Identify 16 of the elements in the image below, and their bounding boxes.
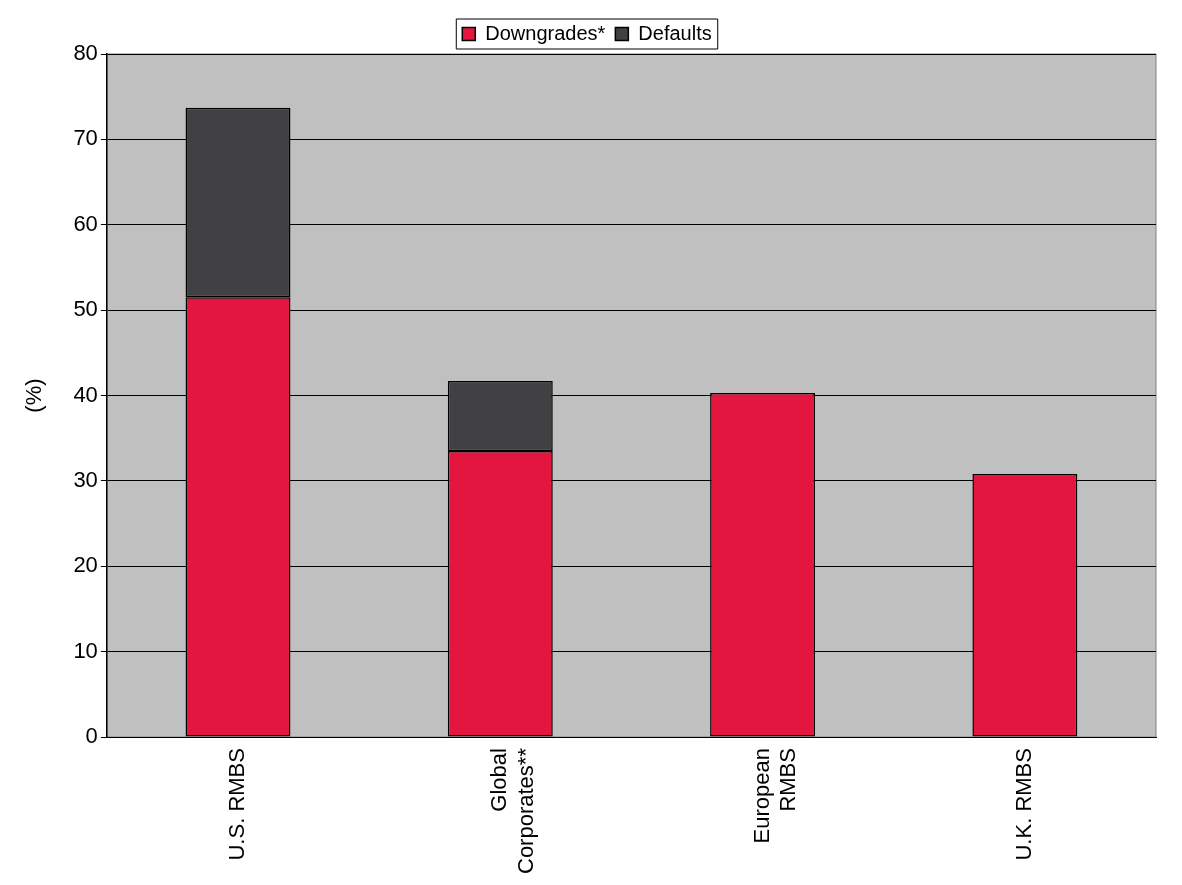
y-tick-label: 0 [85, 723, 98, 749]
y-tick-label: 60 [73, 210, 98, 236]
x-tick-label: U.S. RMBS [224, 748, 250, 861]
y-tick-label: 20 [73, 552, 98, 578]
x-tick-label: Global Corporates** [486, 747, 538, 874]
legend-label: Defaults [638, 21, 712, 44]
y-tick-label: 30 [73, 466, 98, 492]
legend-label: Downgrades* [485, 21, 606, 44]
y-tick-label: 10 [73, 637, 98, 663]
x-tick-label: European RMBS [748, 748, 801, 844]
y-tick-label: 50 [73, 296, 98, 322]
y-tick-label: 80 [73, 40, 98, 66]
y-axis-title: (%) [21, 378, 47, 413]
y-tick-label: 70 [73, 125, 98, 151]
y-tick-label: 40 [73, 381, 98, 407]
x-tick-label: U.K. RMBS [1010, 748, 1036, 861]
